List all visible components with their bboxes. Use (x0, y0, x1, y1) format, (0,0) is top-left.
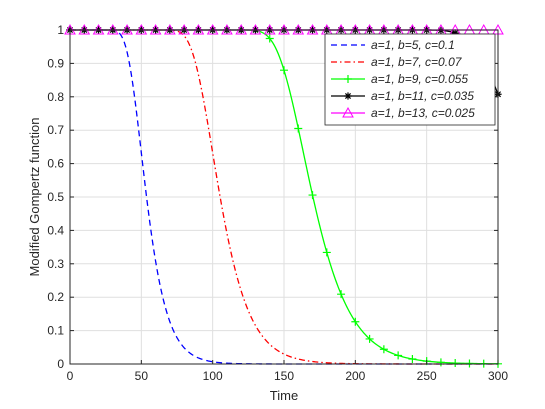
data-point (265, 34, 274, 43)
data-point (465, 359, 474, 368)
legend-marker (344, 75, 352, 83)
data-point (379, 345, 388, 354)
data-point (394, 351, 403, 360)
x-tick-label: 200 (345, 369, 365, 383)
y-tick-label: 0.5 (47, 190, 64, 204)
y-tick-label: 0 (57, 357, 64, 371)
y-tick-label: 1 (57, 23, 64, 37)
legend-marker (344, 92, 352, 100)
data-point (280, 66, 288, 75)
x-tick-label: 100 (203, 369, 223, 383)
y-tick-label: 0.1 (47, 324, 64, 338)
data-point (351, 317, 360, 326)
y-axis-title: Modified Gompertz function (27, 118, 42, 277)
y-tick-label: 0.7 (47, 123, 64, 137)
y-tick-label: 0.8 (47, 90, 64, 104)
x-tick-label: 0 (67, 369, 74, 383)
data-point (451, 29, 459, 37)
y-tick-label: 0.4 (47, 223, 64, 237)
x-tick-label: 150 (274, 369, 294, 383)
legend-label: a=1, b=11, c=0.035 (371, 89, 474, 103)
y-tick-label: 0.9 (47, 56, 64, 70)
y-tick-label: 0.3 (47, 257, 64, 271)
x-axis-title: Time (270, 388, 298, 403)
y-tick-label: 0.6 (47, 157, 64, 171)
data-point (322, 248, 331, 257)
data-point (436, 358, 445, 367)
data-point (365, 334, 374, 343)
x-tick-label: 50 (135, 369, 149, 383)
legend-label: a=1, b=9, c=0.055 (371, 72, 468, 86)
data-point (294, 124, 303, 133)
legend-marker (342, 106, 354, 118)
y-tick-label: 0.2 (47, 290, 64, 304)
data-point (337, 290, 346, 299)
legend-label: a=1, b=7, c=0.07 (371, 55, 463, 69)
axis-ticks: 0 50 100 150 200 250 300 0 0.1 0.2 0.3 0.4 0.5 0.6 0.7… (47, 23, 508, 383)
legend: a=1, b=5, c=0.1 a=1, b=7, c=0.07 a=1, b=9,… (324, 33, 496, 126)
legend-label: a=1, b=5, c=0.1 (371, 38, 455, 52)
x-tick-label: 300 (488, 369, 508, 383)
data-point (408, 355, 417, 364)
x-tick-label: 250 (417, 369, 437, 383)
legend-label: a=1, b=13, c=0.025 (371, 106, 475, 120)
data-point (451, 359, 460, 368)
data-point (308, 191, 317, 200)
